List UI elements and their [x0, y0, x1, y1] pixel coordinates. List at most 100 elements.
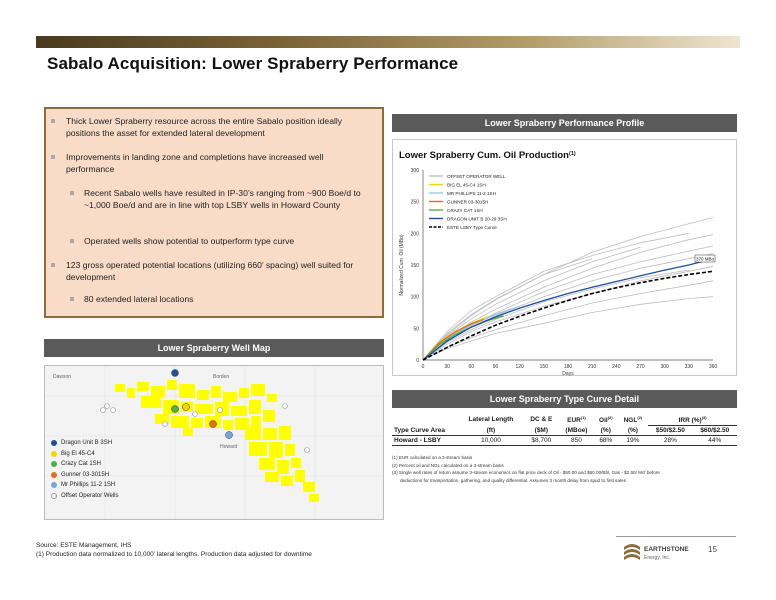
legend-swatch — [51, 450, 57, 457]
table-footnotes: (1) EUR calculated on a 3-stream basis (… — [392, 454, 737, 484]
performance-header: Lower Spraberry Performance Profile — [392, 114, 737, 132]
series-line — [422, 232, 689, 361]
table-header-cell — [392, 414, 458, 426]
table-header-cell: Oil(2) — [599, 415, 613, 425]
series-line — [422, 258, 714, 361]
bullet-marker — [70, 191, 74, 195]
x-tick-label: 0 — [422, 364, 425, 370]
map-legend-item: Crazy Cat 1SH — [51, 459, 118, 470]
legend-swatch — [51, 461, 57, 468]
bullet-marker — [51, 263, 55, 267]
legend-label: CRAZY CAT 1SH — [447, 208, 483, 213]
table-header-cell: (%) — [627, 426, 638, 434]
table-cell: 28% — [663, 437, 677, 445]
acreage-blocks — [115, 380, 319, 502]
footnote: (1) EUR calculated on a 3-stream basis — [392, 455, 473, 460]
legend-label: BIG EL 45-C4 1SH — [447, 182, 486, 187]
page-number: 15 — [708, 545, 717, 554]
bullet-text: Operated wells show potential to outperf… — [84, 236, 295, 246]
mr-phillips-well-marker — [225, 431, 233, 439]
legend-swatch — [51, 440, 57, 447]
legend-label: Mr Phillips 11-2 1SH — [61, 482, 116, 489]
typecurve-header: Lower Spraberry Type Curve Detail — [392, 390, 737, 408]
map-legend-item: Gunner 03-3015H — [51, 470, 118, 481]
sub-bullet-item: Operated wells show potential to outperf… — [70, 235, 370, 247]
bullet-marker — [70, 297, 74, 301]
source-footnote: (1) Production data normalized to 10,000… — [36, 551, 312, 558]
chart-title-superscript: (1) — [569, 151, 576, 157]
y-tick-label: 200 — [411, 231, 420, 237]
table-cell: 68% — [599, 437, 613, 445]
footnote: deductions for transportation, gathering… — [400, 477, 626, 483]
bullet-marker — [70, 239, 74, 243]
x-axis-label: Days — [562, 371, 574, 377]
y-axis-label: Normalized Cum. Oil (MBo) — [399, 234, 405, 295]
legend-label: ESTE LSBY Type Curve — [447, 225, 497, 230]
logo-mark — [624, 549, 640, 555]
bullet-item: Improvements in landing zone and complet… — [51, 151, 368, 175]
map-legend-item: Big El 45-C4 — [51, 449, 118, 460]
y-tick-label: 100 — [411, 295, 420, 301]
table-cell: Howard - LSBY — [394, 437, 441, 445]
bullet-text: 123 gross operated potential locations (… — [66, 260, 354, 282]
legend-swatch — [51, 471, 57, 478]
x-tick-label: 330 — [685, 364, 694, 370]
legend-swatch — [51, 482, 57, 489]
table-header-cell: DC & E — [530, 416, 553, 424]
earthstone-logo: EARTHSTONE Energy, Inc. — [624, 544, 689, 561]
series-line — [422, 246, 641, 361]
bullet-text: Improvements in landing zone and complet… — [66, 152, 324, 174]
table-header-cell: NGL(2) — [623, 415, 643, 425]
big-el-well-marker — [182, 403, 190, 411]
table-cell: 850 — [571, 437, 582, 445]
well-map: Dawson Borden Howard Dragon Unit B 3SH B… — [44, 365, 384, 520]
footer-divider — [616, 536, 736, 537]
logo-name: EARTHSTONE — [644, 546, 689, 553]
x-tick-label: 360 — [709, 364, 718, 370]
map-legend: Dragon Unit B 3SH Big El 45-C4 Crazy Cat… — [51, 438, 118, 501]
x-tick-label: 270 — [636, 364, 645, 370]
crazy-cat-well-marker — [171, 405, 179, 413]
map-label-borden: Borden — [213, 374, 229, 380]
map-legend-item: Offset Operator Wells — [51, 491, 118, 502]
footnote: (2) Percent oil and NGL calculated on a … — [392, 462, 504, 468]
bullet-marker — [51, 155, 55, 159]
bullet-text: Recent Sabalo wells have resulted in IP-… — [84, 188, 361, 210]
series-line — [422, 269, 689, 361]
y-tick-label: 250 — [411, 200, 420, 206]
table-header-row: Type Curve Area (ft) ($M) (MBoe) (%) (%)… — [392, 425, 737, 436]
x-tick-label: 210 — [588, 364, 597, 370]
map-label-dawson: Dawson — [53, 374, 71, 380]
chart-title: Lower Spraberry Cum. Oil Production(1) — [399, 150, 576, 161]
offset-well-markers — [100, 403, 310, 453]
y-tick-label: 150 — [411, 263, 420, 269]
table-header-cell: IRR (%)(3) — [678, 415, 707, 425]
series-line — [422, 296, 714, 361]
header-bar — [36, 36, 740, 48]
annotation-box — [694, 254, 716, 263]
sub-bullet-item: 80 extended lateral locations — [70, 293, 370, 305]
footnote: (3) Single well rates of return assume 3… — [392, 470, 660, 475]
legend-label: OFFSET OPERATOR WELL — [447, 174, 506, 179]
table-header-cell: EUR(1) — [567, 415, 586, 425]
legend-label: Big El 45-C4 — [61, 450, 95, 457]
gunner-well-marker — [209, 420, 217, 428]
type-curve-table: Lateral Length DC & E EUR(1) Oil(2) NGL(… — [392, 414, 737, 446]
table-header-cell: ($M) — [534, 426, 549, 434]
bullet-text: Thick Lower Spraberry resource across th… — [66, 116, 343, 138]
logo-mark — [624, 544, 640, 550]
x-tick-label: 120 — [515, 364, 524, 370]
sub-bullet-item: Recent Sabalo wells have resulted in IP-… — [70, 187, 370, 211]
bullet-item: Thick Lower Spraberry resource across th… — [51, 115, 368, 139]
y-tick-label: 0 — [416, 358, 419, 364]
bullets-panel: Thick Lower Spraberry resource across th… — [44, 107, 384, 318]
table-header-cell: $60/$2.50 — [692, 425, 737, 436]
table-cell: 10,000 — [480, 437, 501, 445]
legend-label: Dragon Unit B 3SH — [61, 440, 113, 447]
table-header-cell: (%) — [600, 426, 611, 434]
performance-chart-panel: Lower Spraberry Cum. Oil Production(1) 0 5… — [392, 139, 737, 377]
dragon-unit-well-marker — [171, 369, 179, 377]
bullet-item: 123 gross operated potential locations (… — [51, 259, 368, 283]
legend-swatch — [51, 492, 57, 499]
